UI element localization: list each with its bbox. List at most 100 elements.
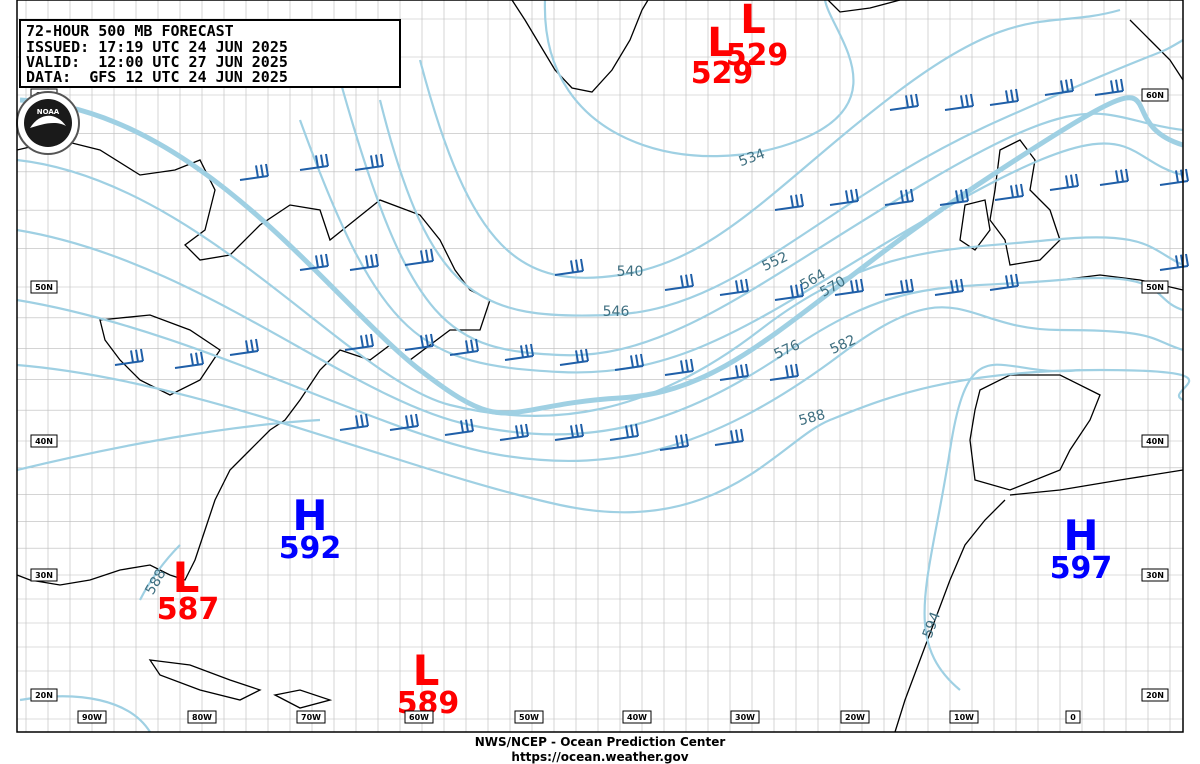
barb-flag	[360, 414, 364, 427]
barb-flag	[465, 340, 469, 353]
grid-label-box	[622, 710, 652, 724]
barb-flag	[900, 190, 904, 203]
wind-barb	[1099, 168, 1129, 186]
wind-barb	[664, 273, 694, 291]
barb-flag	[585, 348, 589, 362]
barb-shaft	[404, 260, 434, 266]
barb-flag	[1185, 168, 1189, 182]
barb-flag	[675, 435, 679, 448]
barb-flag	[265, 163, 269, 177]
header-line: VALID: 12:00 UTC 27 JUN 2025	[26, 53, 288, 71]
barb-flag	[790, 195, 794, 208]
wind-barb	[1044, 78, 1074, 96]
wind-barb	[614, 353, 644, 371]
footer-text: NWS/NCEP - Ocean Prediction Center	[475, 735, 726, 749]
barb-flag	[640, 353, 644, 367]
barb-shaft	[719, 290, 749, 296]
barb-flag	[680, 360, 684, 373]
grid-label-box	[296, 710, 326, 724]
barb-flag	[250, 339, 254, 352]
grid-label-box	[1141, 88, 1169, 102]
barb-flag	[370, 155, 374, 168]
system-letter: L	[173, 553, 200, 602]
barb-flag	[1005, 275, 1009, 288]
barb-flag	[570, 260, 574, 273]
barb-flag	[685, 433, 689, 447]
barb-shaft	[719, 375, 749, 381]
grid-label-box	[514, 710, 544, 724]
barb-shaft	[299, 165, 329, 171]
barb-flag	[955, 279, 959, 292]
barb-flag	[860, 278, 864, 292]
barb-flag	[625, 425, 629, 438]
barb-flag	[950, 280, 954, 293]
grid-label-box	[30, 568, 58, 582]
barb-flag	[355, 415, 359, 428]
barb-flag	[970, 93, 974, 107]
logo-text: NOAA	[37, 108, 60, 116]
wind-barb	[884, 278, 914, 296]
barb-flag	[1010, 185, 1014, 198]
grid-label: 50N	[1146, 283, 1164, 292]
barb-flag	[960, 95, 964, 108]
barb-flag	[905, 95, 909, 108]
grid-label: 40W	[627, 713, 647, 722]
barb-shaft	[664, 285, 694, 291]
barb-flag	[735, 429, 739, 442]
barb-flag	[315, 155, 319, 168]
barb-flag	[635, 354, 639, 367]
wind-barb	[934, 278, 964, 296]
barb-flag	[690, 358, 694, 372]
grid-label-box	[1065, 710, 1081, 724]
barb-flag	[320, 254, 324, 267]
barb-flag	[420, 335, 424, 348]
wind-barb	[354, 153, 384, 171]
barb-shaft	[1094, 90, 1124, 96]
barb-flag	[795, 363, 799, 377]
barb-flag	[325, 153, 329, 167]
system-letter: L	[740, 0, 766, 43]
system-value: 597	[1050, 551, 1113, 586]
grid-label: 30W	[735, 713, 755, 722]
barb-flag	[785, 365, 789, 378]
grid-label: 90W	[82, 713, 102, 722]
barb-flag	[1075, 173, 1079, 187]
barb-flag	[845, 190, 849, 203]
barb-flag	[460, 420, 464, 433]
wind-barb	[609, 423, 639, 441]
barb-flag	[1175, 255, 1179, 268]
barb-shaft	[989, 100, 1019, 106]
wind-barb	[444, 418, 474, 436]
barb-flag	[800, 283, 804, 297]
barb-flag	[745, 278, 749, 292]
barb-shaft	[714, 440, 744, 446]
header-line: DATA: GFS 12 UTC 24 JUN 2025	[26, 68, 288, 86]
barb-flag	[1015, 88, 1019, 102]
barb-flag	[965, 188, 969, 202]
barb-flag	[790, 364, 794, 377]
barb-flag	[515, 425, 519, 438]
barb-flag	[365, 413, 369, 427]
grid-label: 30N	[1146, 571, 1164, 580]
barb-flag	[575, 424, 579, 437]
barb-flag	[1120, 169, 1124, 182]
barb-flag	[405, 415, 409, 428]
barb-shaft	[614, 365, 644, 371]
barb-shaft	[944, 105, 974, 111]
barb-flag	[690, 273, 694, 287]
wind-barb	[339, 413, 369, 431]
grid-label-box	[30, 280, 58, 294]
barb-flag	[200, 351, 204, 365]
grid-label: 20N	[35, 691, 53, 700]
barb-shaft	[389, 425, 419, 431]
wind-barb	[114, 348, 144, 366]
wind-barb	[989, 273, 1019, 291]
system-value: 587	[157, 592, 220, 627]
barb-flag	[365, 255, 369, 268]
barb-flag	[915, 93, 919, 107]
grid-label-box	[30, 434, 58, 448]
contours	[16, 0, 1191, 733]
barb-flag	[255, 165, 259, 178]
barb-flag	[1015, 273, 1019, 287]
